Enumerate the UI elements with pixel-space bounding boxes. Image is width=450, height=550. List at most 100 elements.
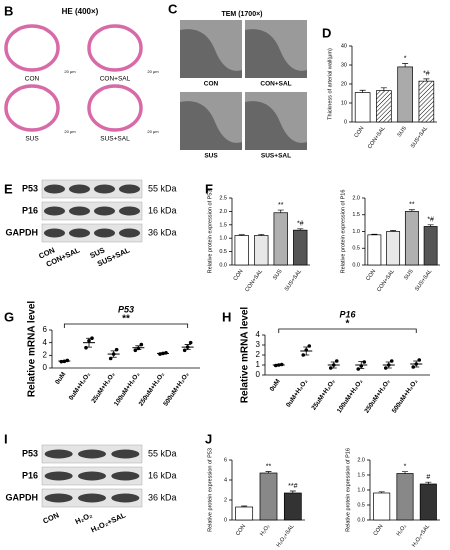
blot-row-label: P53	[22, 183, 38, 193]
blot-band	[69, 206, 90, 216]
x-tick-label: CON+SAL	[244, 269, 264, 294]
x-tick-label: SUS+SAL	[414, 269, 433, 293]
error-bar	[303, 346, 310, 356]
annotation: **	[266, 463, 272, 470]
blot-size-label: 16 kDa	[148, 205, 177, 215]
bar	[235, 506, 254, 521]
blot-band	[111, 471, 140, 481]
y-tick-label: 0	[256, 370, 261, 379]
lane-label: H₂O₂+SAL	[89, 510, 127, 534]
annotation: *	[404, 464, 407, 471]
x-tick-label: 25uM+H₂O₂	[90, 371, 116, 405]
y-tick-label: 0	[344, 119, 347, 125]
blot-band	[119, 206, 140, 216]
blot-band	[119, 184, 140, 194]
error-bar	[402, 63, 409, 67]
bar	[418, 80, 435, 123]
tem-tissue	[180, 101, 242, 150]
x-tick-label: 0uM+H₂O₂	[68, 371, 92, 402]
x-tick-label: H₂O₂	[259, 524, 271, 538]
error-bar	[265, 471, 272, 473]
annotation: **	[409, 202, 415, 209]
bar	[273, 212, 288, 266]
blot-band	[111, 449, 140, 459]
error-bar	[241, 505, 248, 507]
data-point	[362, 360, 367, 364]
tem-tissue	[245, 29, 307, 79]
y-tick-label: 30	[341, 62, 347, 68]
chart-title: P16	[339, 309, 356, 319]
blot-size-label: 55 kDa	[148, 183, 177, 193]
annotation: **#	[288, 483, 297, 490]
image-label: SUS+SAL	[261, 153, 291, 160]
error-bar	[297, 228, 304, 231]
image-label: SUS+SAL	[100, 136, 130, 143]
blot-row-label: P16	[22, 205, 38, 215]
y-tick-label: 4	[43, 338, 48, 347]
y-tick-label: 0	[224, 517, 227, 523]
blot-band	[111, 493, 140, 503]
error-bar	[110, 350, 117, 358]
bar	[419, 483, 437, 521]
blot-size-label: 36 kDa	[148, 227, 177, 237]
error-bar	[390, 230, 397, 232]
y-tick-label: 1.5	[219, 222, 227, 228]
blot-band	[44, 449, 73, 459]
x-tick-label: 0uM	[269, 378, 282, 393]
error-bar	[425, 481, 432, 484]
error-bar	[358, 361, 365, 369]
error-bar	[408, 209, 415, 212]
x-tick-label: 250uM+H₂O₂	[138, 371, 166, 408]
y-tick-label: 4	[224, 477, 227, 483]
error-bar	[275, 364, 282, 366]
y-tick-label: 0.0	[219, 262, 227, 268]
blot-band	[94, 228, 115, 238]
y-tick-label: 0.5	[357, 502, 365, 508]
blot-band	[78, 471, 106, 481]
scale-label: 20 μm	[147, 69, 159, 74]
error-bar	[160, 352, 166, 355]
x-tick-label: SUS	[272, 268, 284, 281]
y-tick-label: 1.0	[357, 487, 365, 493]
y-axis-label: Relative protein expression of P16	[345, 448, 351, 532]
y-tick-label: 6	[224, 457, 227, 463]
y-axis-label: Relative protein expression of P53	[207, 190, 213, 274]
panel-letter: C	[168, 1, 178, 16]
error-bar	[61, 360, 68, 362]
panel-letter: B	[4, 3, 13, 18]
blot-strip	[41, 223, 143, 243]
x-tick-label: 100uM+H₂O₂	[113, 371, 141, 408]
error-bar	[385, 361, 392, 369]
image-label: SUS	[204, 153, 218, 160]
y-tick-label: 0	[43, 363, 48, 372]
y-axis-label: Relative mRNA level	[240, 307, 251, 404]
y-tick-label: 2.0	[219, 209, 227, 215]
blot-band	[44, 493, 73, 503]
bar	[259, 472, 278, 521]
error-bar	[258, 234, 265, 236]
blot-band	[69, 228, 90, 238]
y-axis-label: Relative protein expression of P16	[340, 190, 346, 274]
x-tick-label: 0uM	[54, 371, 67, 386]
error-bar	[238, 234, 245, 236]
y-tick-label: 40	[341, 43, 347, 49]
blot-row-label: P16	[22, 470, 38, 480]
x-tick-label: SUS+SAL	[410, 126, 429, 150]
y-tick-label: 1.5	[357, 472, 365, 478]
chart-title: P53	[118, 304, 134, 314]
annotation: *#	[297, 221, 304, 228]
he-ring	[87, 84, 143, 132]
panel-letter: E	[4, 181, 13, 196]
error-bar	[378, 491, 385, 493]
blot-size-label: 55 kDa	[148, 448, 177, 458]
blot-band	[94, 206, 115, 216]
data-point	[182, 348, 187, 353]
y-tick-label: 1.5	[352, 212, 360, 218]
blot-size-label: 36 kDa	[148, 492, 177, 502]
y-tick-label: 20	[341, 81, 347, 87]
x-tick-label: 250uM+H₂O₂	[363, 378, 391, 415]
bar	[396, 473, 414, 521]
bar	[376, 90, 392, 123]
image-label: CON+SAL	[260, 81, 291, 88]
